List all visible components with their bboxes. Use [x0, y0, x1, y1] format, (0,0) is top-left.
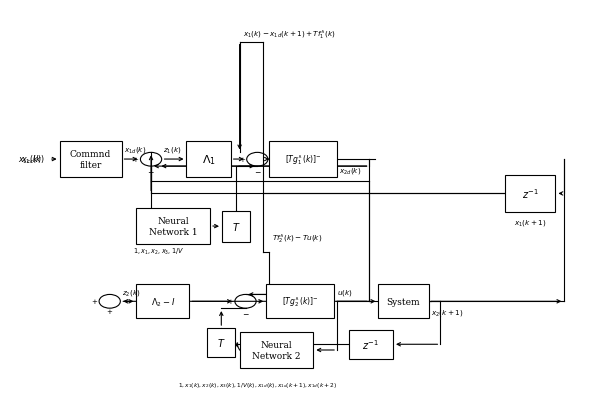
- FancyBboxPatch shape: [207, 328, 236, 357]
- Text: $z_1(k)$: $z_1(k)$: [164, 145, 182, 155]
- FancyBboxPatch shape: [506, 176, 555, 212]
- Text: $Tf_2^{\wedge}(k)-Tu(k)$: $Tf_2^{\wedge}(k)-Tu(k)$: [272, 232, 322, 244]
- Text: +: +: [227, 299, 233, 304]
- Text: $[Tg_1^{\wedge}(k)]^{-}$: $[Tg_1^{\wedge}(k)]^{-}$: [285, 153, 321, 166]
- Text: $x_{1c}(k)$: $x_{1c}(k)$: [21, 154, 45, 166]
- Text: $x_{1d}(k)$: $x_{1d}(k)$: [124, 145, 147, 155]
- Text: $1, x_1, x_2, x_3, 1/V$: $1, x_1, x_2, x_3, 1/V$: [133, 246, 184, 257]
- Text: $z_2(k)$: $z_2(k)$: [122, 287, 140, 297]
- Text: +: +: [92, 299, 97, 304]
- Text: $-$: $-$: [253, 165, 261, 174]
- FancyBboxPatch shape: [222, 211, 250, 243]
- Text: Commnd
filter: Commnd filter: [70, 150, 111, 169]
- Text: $z^{-1}$: $z^{-1}$: [362, 338, 379, 351]
- Text: $[Tg_2^{\wedge}(k)]^{-}$: $[Tg_2^{\wedge}(k)]^{-}$: [282, 295, 319, 308]
- FancyBboxPatch shape: [60, 142, 122, 178]
- FancyBboxPatch shape: [269, 142, 337, 178]
- FancyBboxPatch shape: [266, 284, 334, 319]
- Text: +: +: [239, 157, 245, 163]
- Text: $\Lambda_1$: $\Lambda_1$: [202, 153, 216, 166]
- Text: $-$: $-$: [242, 307, 249, 316]
- FancyBboxPatch shape: [186, 142, 231, 178]
- FancyBboxPatch shape: [137, 208, 210, 244]
- Text: $x_{1c}(k)$: $x_{1c}(k)$: [18, 154, 42, 166]
- Text: +: +: [133, 157, 138, 163]
- Text: $T$: $T$: [217, 336, 226, 348]
- Text: $T$: $T$: [232, 221, 240, 233]
- Text: $-$: $-$: [147, 165, 155, 174]
- Text: $x_1(k)-x_{1d}(k+1)+Tf_1^{\wedge}(k)$: $x_1(k)-x_{1d}(k+1)+Tf_1^{\wedge}(k)$: [242, 28, 335, 41]
- FancyBboxPatch shape: [137, 284, 189, 319]
- Text: Neural
Network 2: Neural Network 2: [252, 340, 301, 360]
- FancyBboxPatch shape: [349, 330, 393, 358]
- Text: +: +: [107, 308, 113, 314]
- Text: $\Lambda_2 - I$: $\Lambda_2 - I$: [151, 295, 175, 308]
- Text: $x_{2d}(k)$: $x_{2d}(k)$: [339, 165, 361, 175]
- Text: $1, x_1(k), x_2(k), x_3(k), 1/V(k), x_{1d}(k), x_{1d}(k+1), x_{1d}(k+2)$: $1, x_1(k), x_2(k), x_3(k), 1/V(k), x_{1…: [178, 380, 337, 389]
- Text: Neural
Network 1: Neural Network 1: [149, 217, 197, 236]
- Text: $x_2(k+1)$: $x_2(k+1)$: [432, 307, 464, 317]
- Text: System: System: [387, 297, 420, 306]
- Text: $z^{-1}$: $z^{-1}$: [522, 187, 539, 201]
- Text: $x_1(k+1)$: $x_1(k+1)$: [514, 218, 547, 228]
- FancyBboxPatch shape: [240, 332, 314, 368]
- Text: $u(k)$: $u(k)$: [337, 288, 353, 298]
- FancyBboxPatch shape: [378, 284, 429, 319]
